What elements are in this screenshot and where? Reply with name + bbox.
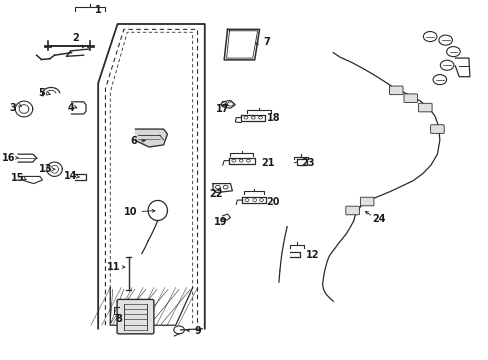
Text: 5: 5	[38, 88, 45, 98]
Text: 9: 9	[194, 326, 201, 336]
Text: 16: 16	[2, 153, 15, 163]
Text: 24: 24	[372, 215, 385, 224]
Text: 8: 8	[115, 314, 122, 324]
Polygon shape	[135, 129, 167, 147]
Text: 10: 10	[123, 207, 137, 217]
FancyBboxPatch shape	[388, 86, 402, 95]
Text: 17: 17	[216, 104, 229, 114]
Text: 4: 4	[67, 103, 74, 113]
FancyBboxPatch shape	[403, 94, 417, 103]
FancyBboxPatch shape	[418, 103, 431, 112]
Text: 12: 12	[305, 250, 319, 260]
Text: 7: 7	[263, 37, 269, 47]
Text: 22: 22	[209, 189, 222, 199]
Text: 21: 21	[261, 158, 274, 168]
Text: 6: 6	[130, 136, 137, 146]
FancyBboxPatch shape	[345, 206, 359, 215]
Text: 23: 23	[301, 158, 314, 168]
Text: 3: 3	[9, 103, 16, 113]
Text: 15: 15	[10, 173, 24, 183]
Text: 14: 14	[63, 171, 77, 181]
Text: 2: 2	[72, 33, 79, 43]
FancyBboxPatch shape	[430, 125, 443, 134]
Text: 20: 20	[265, 197, 279, 207]
Text: 11: 11	[107, 262, 121, 272]
Text: 13: 13	[39, 164, 52, 174]
FancyBboxPatch shape	[360, 197, 373, 206]
Text: 1: 1	[95, 5, 102, 15]
Text: 19: 19	[214, 217, 227, 227]
FancyBboxPatch shape	[117, 300, 154, 334]
Text: 18: 18	[267, 113, 280, 123]
